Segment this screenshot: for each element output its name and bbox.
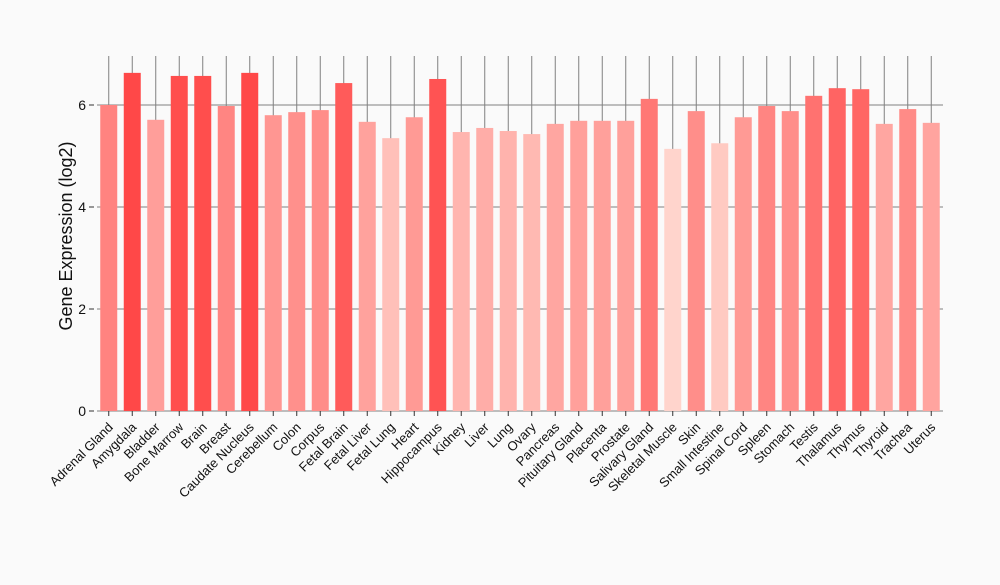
- bar-testis: [805, 95, 823, 411]
- bar-pancreas: [546, 123, 564, 412]
- y-tick-label: 4: [78, 199, 86, 215]
- bar-bladder: [147, 119, 165, 411]
- bar-fetal-liver: [358, 121, 376, 411]
- bar-bone-marrow: [170, 75, 188, 412]
- bar-thymus: [852, 89, 870, 411]
- bar-caudate-nucleus: [241, 72, 259, 412]
- y-tick-label: 6: [78, 97, 86, 113]
- bar-hippocampus: [429, 78, 447, 412]
- bar-breast: [217, 106, 235, 412]
- bar-thyroid: [875, 123, 893, 412]
- bar-pituitary-gland: [570, 120, 588, 411]
- x-tick-label: Liver: [461, 419, 492, 450]
- bar-heart: [405, 117, 423, 412]
- bar-uterus: [922, 122, 940, 411]
- bar-spinal-cord: [734, 117, 752, 412]
- y-axis-label: Gene Expression (log2): [56, 141, 76, 330]
- y-tick-label: 0: [78, 403, 86, 419]
- bar-skeletal-muscle: [664, 148, 682, 412]
- bar-kidney: [452, 132, 470, 411]
- bar-small-intestine: [711, 143, 729, 411]
- bar-corpus: [311, 110, 329, 411]
- bar-lung: [499, 131, 517, 411]
- bar-brain: [194, 75, 212, 412]
- bar-placenta: [593, 120, 611, 411]
- bar-fetal-brain: [335, 83, 353, 411]
- bar-fetal-lung: [382, 138, 400, 411]
- bar-colon: [288, 112, 306, 411]
- bar-ovary: [523, 134, 541, 411]
- bar-salivary-gland: [640, 98, 658, 411]
- bar-amygdala: [123, 72, 141, 412]
- bar-liver: [476, 127, 494, 411]
- bar-stomach: [781, 111, 799, 412]
- bar-prostate: [617, 120, 635, 411]
- bar-spleen: [758, 106, 776, 412]
- bar-cerebellum: [264, 115, 282, 411]
- bar-thalamus: [828, 88, 846, 412]
- bar-adrenal-gland: [100, 105, 118, 411]
- y-tick-label: 2: [78, 301, 86, 317]
- bar-trachea: [899, 109, 917, 411]
- bar-skin: [687, 111, 705, 412]
